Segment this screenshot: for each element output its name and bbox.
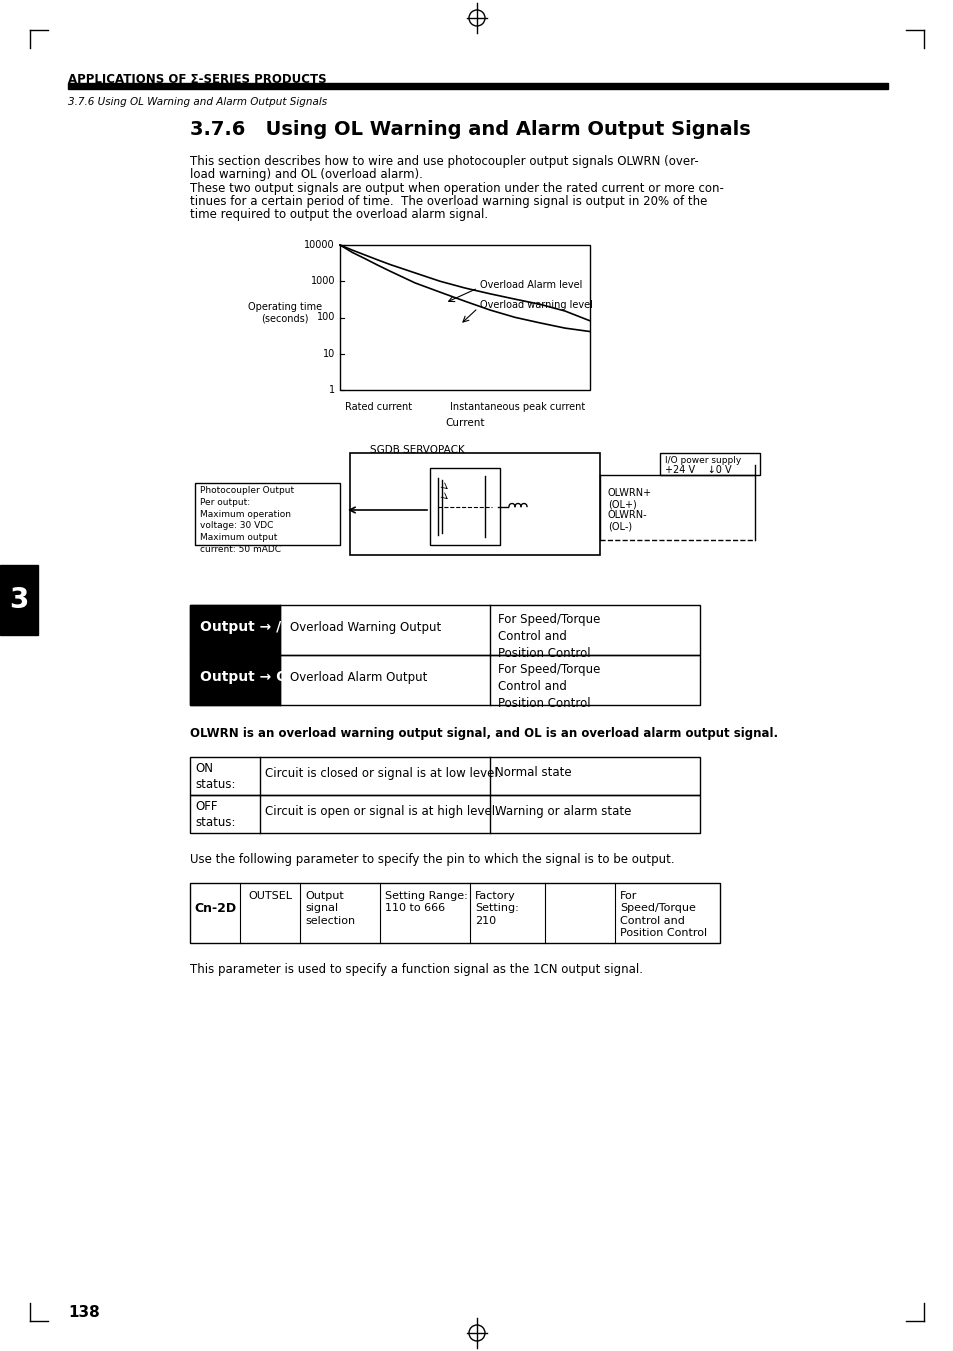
- Text: 3.7.6   Using OL Warning and Alarm Output Signals: 3.7.6 Using OL Warning and Alarm Output …: [190, 120, 750, 139]
- Text: These two output signals are output when operation under the rated current or mo: These two output signals are output when…: [190, 182, 723, 195]
- Bar: [190, 605, 280, 655]
- Text: Warning or alarm state: Warning or alarm state: [495, 804, 631, 817]
- Text: OLWRN-
(OL-): OLWRN- (OL-): [607, 509, 647, 531]
- Bar: [194, 484, 339, 544]
- Text: 10000: 10000: [304, 240, 335, 250]
- Text: Overload Alarm level: Overload Alarm level: [479, 280, 581, 290]
- Text: 3: 3: [10, 586, 29, 613]
- Bar: [190, 655, 280, 705]
- Bar: [190, 757, 700, 794]
- Bar: [190, 605, 700, 655]
- Text: 3.7.6 Using OL Warning and Alarm Output Signals: 3.7.6 Using OL Warning and Alarm Output …: [68, 97, 327, 107]
- Text: For
Speed/Torque
Control and
Position Control: For Speed/Torque Control and Position Co…: [619, 892, 706, 938]
- Text: Rated current: Rated current: [345, 403, 412, 412]
- Bar: [190, 884, 720, 943]
- Text: Instantaneous peak current: Instantaneous peak current: [449, 403, 584, 412]
- Text: Circuit is open or signal is at high level.: Circuit is open or signal is at high lev…: [265, 804, 498, 817]
- Text: For Speed/Torque
Control and
Position Control: For Speed/Torque Control and Position Co…: [497, 663, 599, 711]
- Bar: [68, 82, 887, 89]
- Text: Cn-2D: Cn-2D: [193, 901, 235, 915]
- Text: Output → /OLWRN: Output → /OLWRN: [200, 620, 338, 634]
- Text: Normal state: Normal state: [495, 766, 571, 780]
- Text: I/O power supply: I/O power supply: [664, 457, 740, 465]
- Text: 10: 10: [322, 349, 335, 359]
- Text: APPLICATIONS OF Σ-SERIES PRODUCTS: APPLICATIONS OF Σ-SERIES PRODUCTS: [68, 73, 326, 86]
- Text: +24 V    ↓0 V: +24 V ↓0 V: [664, 465, 731, 476]
- Text: This section describes how to wire and use photocoupler output signals OLWRN (ov: This section describes how to wire and u…: [190, 155, 698, 168]
- Bar: [430, 467, 499, 544]
- Text: OLWRN is an overload warning output signal, and OL is an overload alarm output s: OLWRN is an overload warning output sign…: [190, 727, 778, 740]
- Bar: [190, 794, 700, 834]
- Bar: [0, 565, 38, 635]
- Bar: [190, 655, 700, 705]
- Text: Operating time
(seconds): Operating time (seconds): [248, 301, 322, 323]
- Text: ON
status:: ON status:: [194, 762, 235, 790]
- Text: Current: Current: [445, 417, 484, 428]
- Text: OLWRN+
(OL+): OLWRN+ (OL+): [607, 488, 652, 509]
- Text: For Speed/Torque
Control and
Position Control: For Speed/Torque Control and Position Co…: [497, 613, 599, 661]
- Text: Use the following parameter to specify the pin to which the signal is to be outp: Use the following parameter to specify t…: [190, 852, 674, 866]
- Text: Overload warning level: Overload warning level: [479, 300, 592, 309]
- Text: OFF
status:: OFF status:: [194, 800, 235, 830]
- Text: Factory
Setting:
210: Factory Setting: 210: [475, 892, 518, 925]
- Text: 1000: 1000: [310, 276, 335, 286]
- Text: 100: 100: [316, 312, 335, 323]
- Text: tinues for a certain period of time.  The overload warning signal is output in 2: tinues for a certain period of time. The…: [190, 195, 706, 208]
- Text: Photocoupler Output
Per output:
Maximum operation
voltage: 30 VDC
Maximum output: Photocoupler Output Per output: Maximum …: [200, 486, 294, 554]
- Text: 1: 1: [329, 385, 335, 394]
- Text: 138: 138: [68, 1305, 100, 1320]
- Text: load warning) and OL (overload alarm).: load warning) and OL (overload alarm).: [190, 168, 422, 181]
- Bar: [350, 453, 599, 555]
- Bar: [659, 453, 760, 476]
- Text: OUTSEL: OUTSEL: [248, 892, 292, 901]
- Text: Setting Range:
110 to 666: Setting Range: 110 to 666: [385, 892, 467, 913]
- Text: SGDB SERVOPACK: SGDB SERVOPACK: [370, 444, 464, 455]
- Text: Output → OL: Output → OL: [200, 670, 296, 684]
- Text: Output
signal
selection: Output signal selection: [305, 892, 355, 925]
- Text: This parameter is used to specify a function signal as the 1CN output signal.: This parameter is used to specify a func…: [190, 963, 642, 975]
- Text: Overload Alarm Output: Overload Alarm Output: [290, 670, 427, 684]
- Bar: [339, 245, 589, 390]
- Text: time required to output the overload alarm signal.: time required to output the overload ala…: [190, 208, 488, 222]
- Text: Circuit is closed or signal is at low level.: Circuit is closed or signal is at low le…: [265, 766, 501, 780]
- Text: Overload Warning Output: Overload Warning Output: [290, 620, 441, 634]
